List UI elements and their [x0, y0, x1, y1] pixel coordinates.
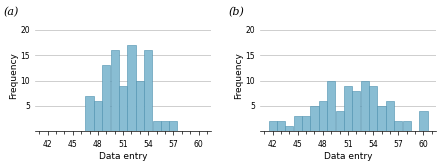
Y-axis label: Frequency: Frequency — [234, 52, 243, 99]
Bar — [369, 86, 377, 131]
Bar — [285, 126, 293, 131]
Bar — [386, 101, 394, 131]
X-axis label: Data entry: Data entry — [99, 152, 148, 161]
Bar — [302, 116, 310, 131]
Bar — [336, 111, 344, 131]
Text: (b): (b) — [228, 7, 244, 18]
Bar — [277, 121, 285, 131]
Bar — [394, 121, 402, 131]
Bar — [102, 65, 110, 131]
Bar — [119, 86, 127, 131]
Bar — [94, 101, 102, 131]
Bar — [268, 121, 276, 131]
Bar — [327, 81, 335, 131]
Bar — [319, 101, 327, 131]
Bar — [152, 121, 161, 131]
Bar — [311, 106, 319, 131]
Bar — [352, 91, 361, 131]
Bar — [85, 96, 93, 131]
Bar — [344, 86, 352, 131]
Bar — [111, 50, 119, 131]
Bar — [128, 45, 136, 131]
Bar — [136, 81, 144, 131]
Bar — [403, 121, 411, 131]
Bar — [377, 106, 385, 131]
Text: (a): (a) — [4, 7, 19, 18]
Y-axis label: Frequency: Frequency — [9, 52, 18, 99]
Bar — [294, 116, 302, 131]
Bar — [361, 81, 369, 131]
Bar — [161, 121, 169, 131]
Bar — [144, 50, 152, 131]
Bar — [169, 121, 178, 131]
X-axis label: Data entry: Data entry — [324, 152, 372, 161]
Bar — [420, 111, 427, 131]
